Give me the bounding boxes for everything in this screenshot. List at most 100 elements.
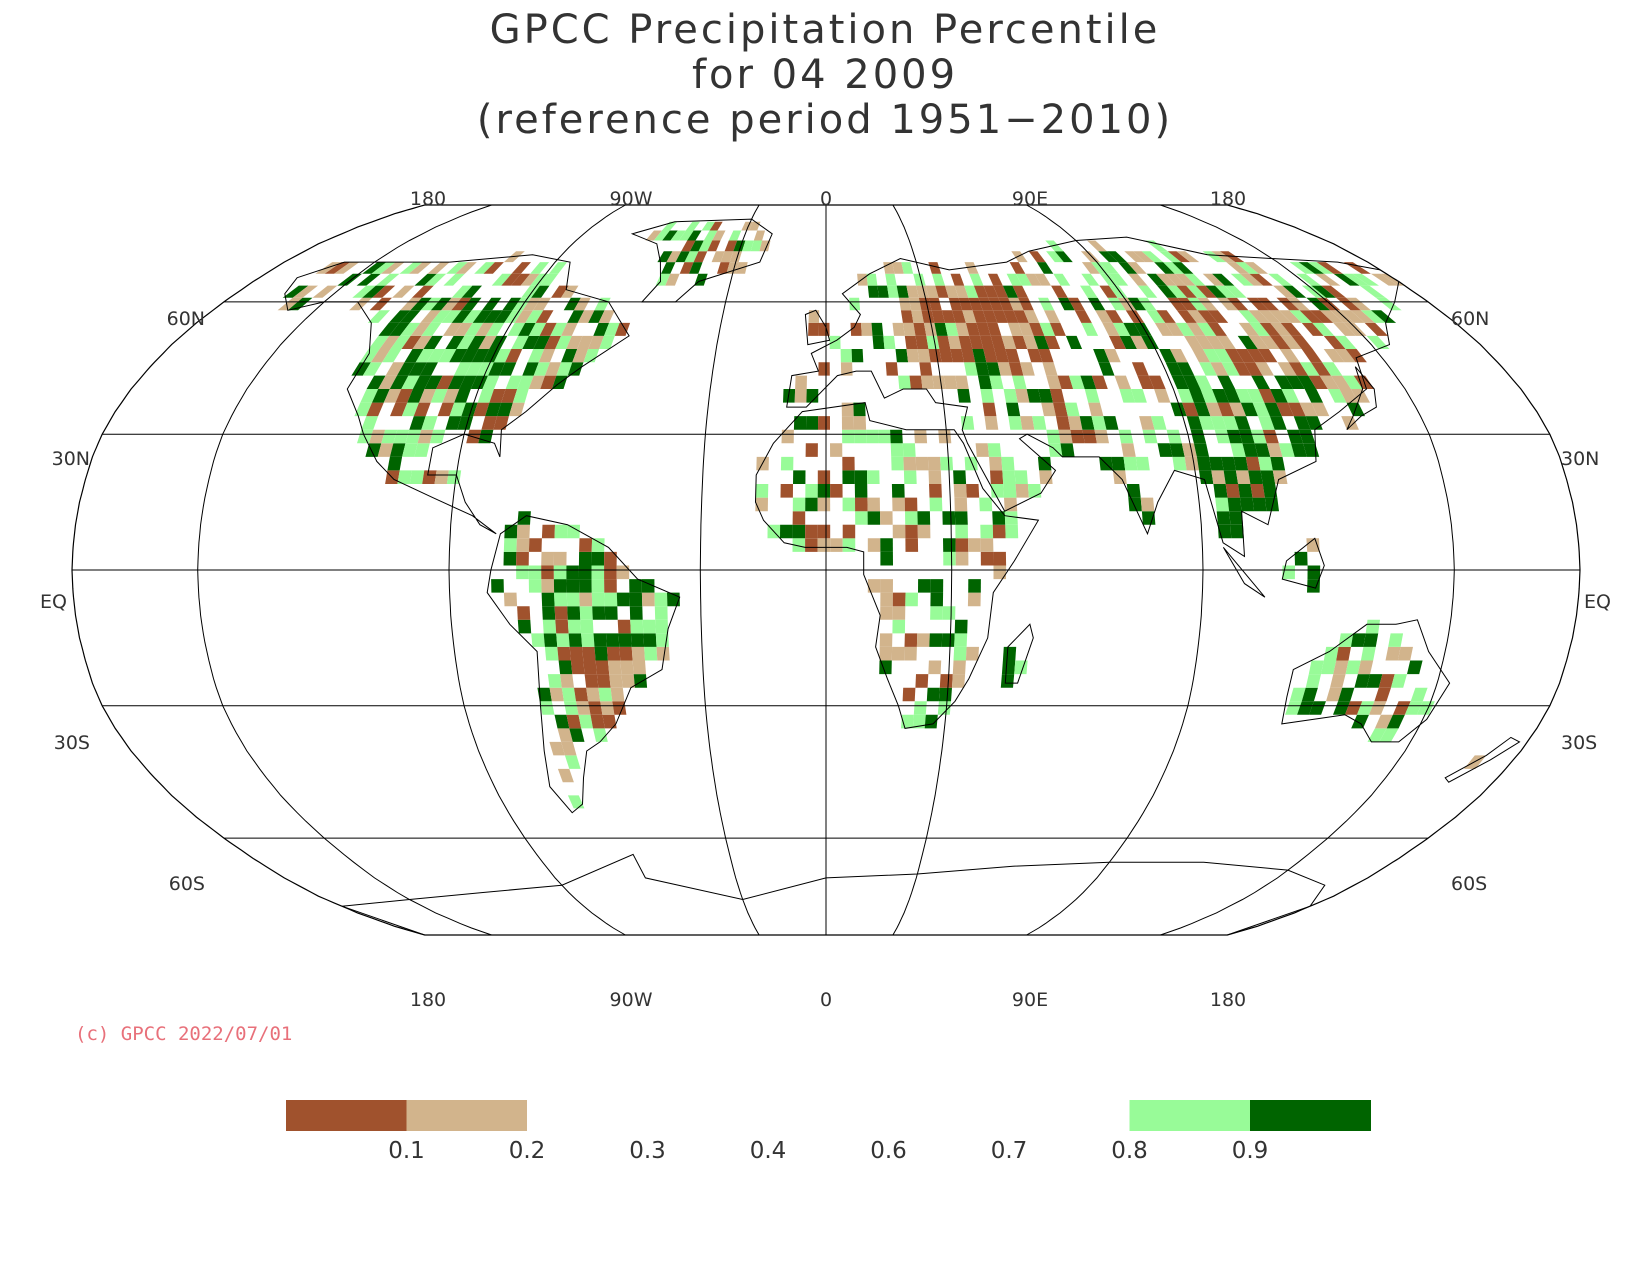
percentile-cell [578, 551, 592, 566]
percentile-cell [1331, 375, 1351, 389]
percentile-cell [1079, 416, 1095, 430]
percentile-cell [964, 362, 978, 376]
percentile-cell [783, 389, 796, 403]
percentile-cell [1333, 660, 1349, 675]
percentile-cell [1202, 273, 1225, 286]
percentile-cell [1044, 335, 1061, 349]
percentile-cell [445, 416, 462, 430]
percentile-cell [973, 285, 989, 298]
legend-tick-labels: 0.1 0.2 0.3 0.4 0.6 0.7 0.8 0.9 [388, 1138, 1268, 1164]
percentile-cell [1240, 273, 1264, 286]
percentile-cell [1279, 310, 1302, 323]
percentile-cell [982, 310, 998, 323]
percentile-cell [504, 524, 518, 539]
percentile-cell [555, 619, 569, 634]
coastline [786, 236, 1400, 558]
percentile-cell [1172, 456, 1187, 471]
percentile-cell [698, 240, 713, 252]
percentile-cell [375, 273, 400, 286]
percentile-cell [992, 310, 1008, 323]
percentile-cell [569, 728, 585, 742]
percentile-cell [465, 362, 483, 376]
percentile-cell [430, 310, 452, 323]
percentile-cell [507, 322, 526, 336]
percentile-cell [1366, 335, 1390, 349]
percentile-cell [917, 511, 931, 525]
percentile-cell [1098, 362, 1115, 376]
percentile-cell [808, 322, 819, 336]
legend-tick-label: 0.1 [388, 1138, 425, 1164]
percentile-cell [1256, 297, 1279, 311]
percentile-cell [880, 551, 893, 566]
percentile-cell [1334, 335, 1357, 349]
percentile-cell [830, 443, 843, 457]
percentile-cell [1067, 416, 1083, 430]
percentile-cell [1140, 497, 1155, 512]
percentile-cell [588, 310, 605, 323]
percentile-cell [619, 646, 633, 661]
percentile-cell [1221, 456, 1236, 471]
percentile-cell [842, 524, 856, 539]
percentile-cell [520, 273, 540, 286]
percentile-cell [1012, 285, 1029, 298]
percentile-cell [629, 592, 643, 607]
percentile-cell [932, 375, 946, 389]
percentile-cell [1028, 251, 1046, 263]
percentile-cell [1308, 660, 1324, 675]
percentile-cell [986, 322, 1002, 336]
percentile-cell [577, 310, 595, 323]
percentile-cell [540, 375, 557, 389]
percentile-cell [485, 402, 502, 417]
percentile-cell [913, 273, 926, 286]
percentile-cell [334, 262, 360, 274]
percentile-cell [566, 579, 580, 593]
percentile-cell [1297, 701, 1314, 715]
percentile-cell [449, 402, 466, 417]
percentile-cell [1245, 456, 1261, 471]
percentile-cell [282, 285, 309, 298]
percentile-cell [1323, 646, 1339, 661]
percentile-cell [381, 429, 398, 444]
percentile-cell [1323, 335, 1346, 349]
percentile-cell [1336, 297, 1361, 311]
percentile-cell [1139, 416, 1155, 430]
percentile-cell [537, 687, 552, 702]
percentile-cell [741, 221, 753, 231]
percentile-cell [909, 375, 923, 389]
percentile-cell [709, 221, 723, 231]
percentile-cell [1249, 273, 1273, 286]
percentile-cell [553, 579, 567, 593]
percentile-cell [1280, 322, 1303, 336]
percentile-cell [1171, 375, 1189, 389]
percentile-cell [904, 335, 918, 349]
percentile-cell [459, 375, 477, 389]
percentile-cell [992, 524, 1006, 539]
percentile-cell [1342, 273, 1370, 286]
percentile-cell [1216, 511, 1231, 525]
percentile-cell [383, 389, 402, 403]
percentile-cell [928, 660, 942, 675]
percentile-cell [866, 273, 878, 286]
percentile-cell [447, 375, 466, 389]
percentile-cell [750, 240, 763, 252]
left-lat-label: 60N [167, 308, 205, 330]
percentile-cell [569, 646, 584, 661]
percentile-cell [641, 592, 655, 607]
percentile-cell [685, 221, 700, 231]
percentile-cell [554, 592, 568, 607]
percentile-cell [1034, 273, 1051, 286]
percentile-cell [399, 310, 421, 323]
percentile-cell [885, 362, 899, 376]
percentile-cell [1058, 429, 1073, 444]
percentile-cell [1238, 322, 1260, 336]
percentile-cell [1001, 456, 1015, 471]
percentile-cell [988, 297, 1004, 311]
percentile-cell [861, 322, 873, 336]
percentile-cell [461, 297, 482, 311]
percentile-cell [1028, 322, 1045, 336]
percentile-cell [430, 297, 452, 311]
graticule [72, 204, 1580, 936]
percentile-cell [1186, 285, 1207, 298]
percentile-cell [1226, 262, 1250, 274]
percentile-cell [1211, 470, 1226, 484]
